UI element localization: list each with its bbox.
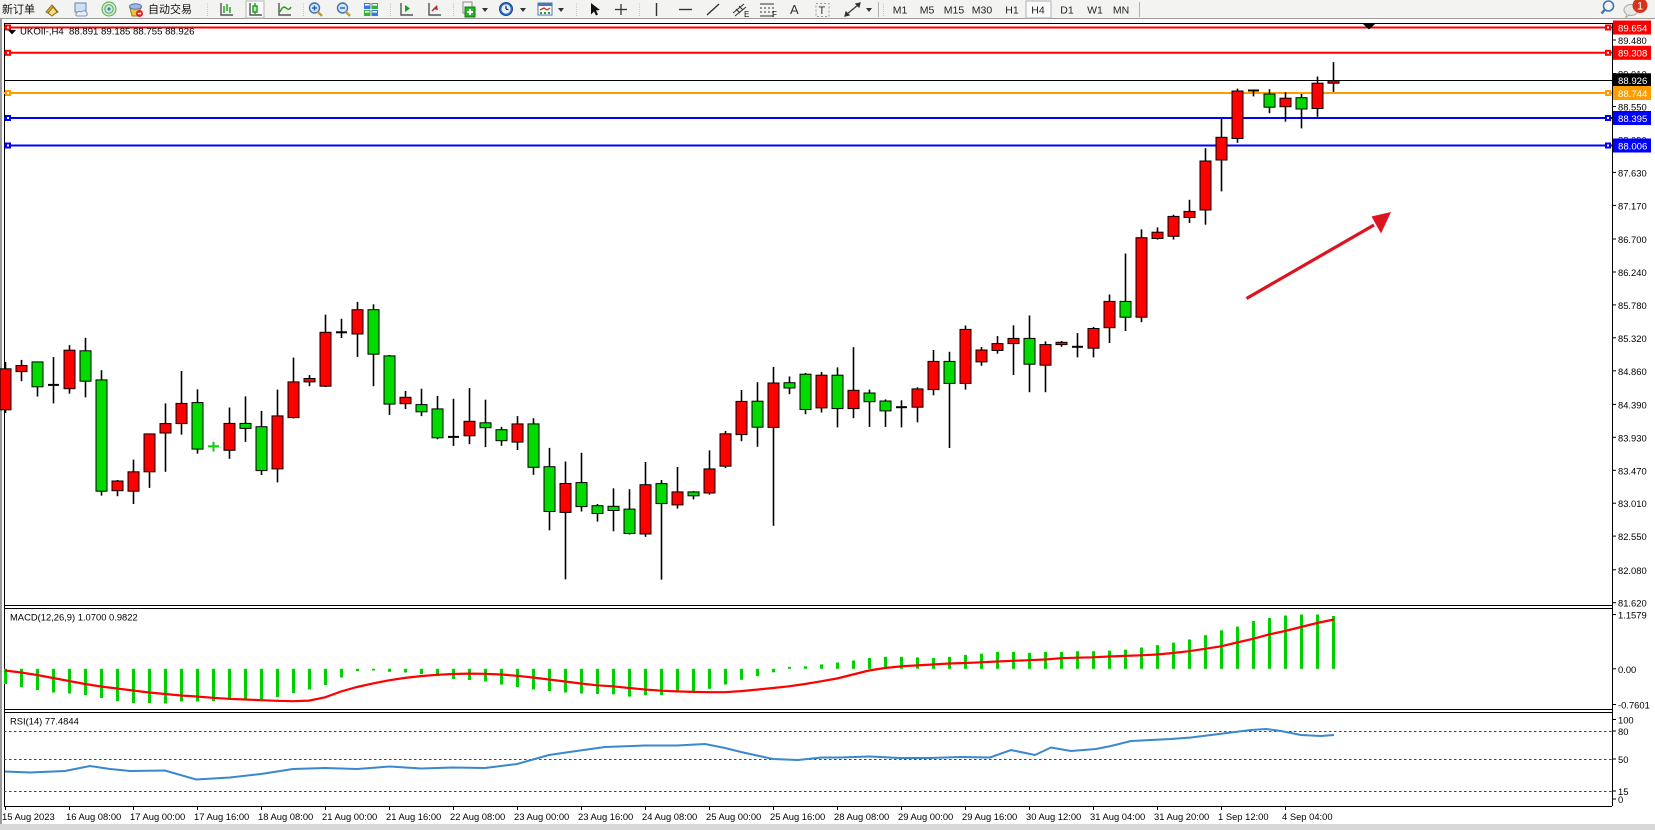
svg-text:25 Aug 16:00: 25 Aug 16:00 (770, 811, 825, 822)
svg-text:85.320: 85.320 (1618, 333, 1647, 344)
svg-text:88.006: 88.006 (1618, 141, 1647, 152)
svg-text:1 Sep 12:00: 1 Sep 12:00 (1218, 811, 1269, 822)
svg-text:86.240: 86.240 (1618, 267, 1647, 278)
svg-text:UKOIl-,H4 88.891 89.185 88.75: UKOIl-,H4 88.891 89.185 88.755 88.926 (20, 27, 194, 38)
svg-text:23 Aug 00:00: 23 Aug 00:00 (514, 811, 569, 822)
svg-text:88.744: 88.744 (1618, 89, 1648, 100)
svg-text:自动交易: 自动交易 (148, 2, 192, 16)
svg-text:83.930: 83.930 (1618, 432, 1647, 443)
svg-text:T: T (819, 5, 826, 17)
svg-text:H4: H4 (1031, 5, 1045, 17)
svg-text:21 Aug 00:00: 21 Aug 00:00 (322, 811, 377, 822)
svg-text:0.00: 0.00 (1618, 664, 1636, 675)
svg-text:18 Aug 08:00: 18 Aug 08:00 (258, 811, 313, 822)
svg-text:24 Aug 08:00: 24 Aug 08:00 (642, 811, 697, 822)
svg-text:87.630: 87.630 (1618, 167, 1647, 178)
svg-text:D1: D1 (1060, 5, 1074, 17)
svg-text:23 Aug 16:00: 23 Aug 16:00 (578, 811, 633, 822)
svg-text:29 Aug 00:00: 29 Aug 00:00 (898, 811, 953, 822)
svg-text:82.550: 82.550 (1618, 531, 1647, 542)
svg-text:83.470: 83.470 (1618, 465, 1647, 476)
svg-text:1: 1 (1637, 1, 1643, 13)
svg-text:83.010: 83.010 (1618, 498, 1647, 509)
svg-text:H1: H1 (1005, 5, 1019, 17)
svg-text:84.390: 84.390 (1618, 399, 1647, 410)
svg-text:F: F (772, 10, 777, 19)
svg-text:84.860: 84.860 (1618, 366, 1647, 377)
svg-text:50: 50 (1618, 754, 1628, 765)
svg-text:17 Aug 00:00: 17 Aug 00:00 (130, 811, 185, 822)
svg-text:30 Aug 12:00: 30 Aug 12:00 (1026, 811, 1081, 822)
svg-text:15 Aug 2023: 15 Aug 2023 (2, 811, 55, 822)
svg-text:28 Aug 08:00: 28 Aug 08:00 (834, 811, 889, 822)
svg-text:W1: W1 (1087, 5, 1103, 17)
svg-text:17 Aug 16:00: 17 Aug 16:00 (194, 811, 249, 822)
svg-text:M5: M5 (920, 5, 935, 17)
svg-text:4 Sep 04:00: 4 Sep 04:00 (1282, 811, 1333, 822)
svg-text:86.700: 86.700 (1618, 234, 1647, 245)
svg-text:M30: M30 (972, 5, 993, 17)
svg-text:16 Aug 08:00: 16 Aug 08:00 (66, 811, 121, 822)
svg-text:M15: M15 (944, 5, 965, 17)
svg-text:15: 15 (1618, 786, 1628, 797)
svg-text:RSI(14) 77.4844: RSI(14) 77.4844 (10, 716, 79, 727)
svg-text:88.550: 88.550 (1618, 102, 1647, 113)
svg-text:25 Aug 00:00: 25 Aug 00:00 (706, 811, 761, 822)
svg-text:1.1579: 1.1579 (1618, 610, 1647, 621)
svg-text:89.308: 89.308 (1618, 49, 1647, 60)
svg-text:85.780: 85.780 (1618, 300, 1647, 311)
svg-text:80: 80 (1618, 726, 1628, 737)
svg-text:E: E (744, 10, 749, 19)
svg-text:29 Aug 16:00: 29 Aug 16:00 (962, 811, 1017, 822)
svg-text:22 Aug 08:00: 22 Aug 08:00 (450, 811, 505, 822)
svg-text:31 Aug 20:00: 31 Aug 20:00 (1154, 811, 1209, 822)
svg-text:-0.7601: -0.7601 (1618, 700, 1650, 711)
svg-text:MN: MN (1113, 5, 1129, 17)
svg-text:31 Aug 04:00: 31 Aug 04:00 (1090, 811, 1145, 822)
svg-text:87.170: 87.170 (1618, 200, 1647, 211)
svg-text:A: A (790, 2, 799, 17)
svg-text:88.926: 88.926 (1618, 76, 1647, 87)
svg-text:88.395: 88.395 (1618, 114, 1647, 125)
svg-text:89.654: 89.654 (1618, 23, 1648, 34)
svg-text:82.080: 82.080 (1618, 565, 1647, 576)
svg-text:M1: M1 (893, 5, 908, 17)
svg-text:新订单: 新订单 (2, 2, 35, 16)
svg-text:89.480: 89.480 (1618, 35, 1647, 46)
svg-text:MACD(12,26,9) 1.0700 0.9822: MACD(12,26,9) 1.0700 0.9822 (10, 612, 138, 623)
svg-text:21 Aug 16:00: 21 Aug 16:00 (386, 811, 441, 822)
svg-text:81.620: 81.620 (1618, 598, 1647, 609)
svg-text:100: 100 (1618, 715, 1634, 726)
svg-text:0: 0 (1618, 794, 1623, 805)
